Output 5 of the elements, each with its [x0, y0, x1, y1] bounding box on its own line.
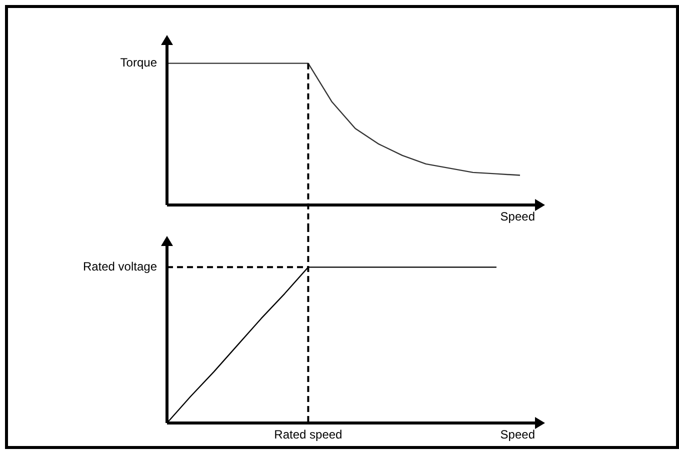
x-axis-title: Speed [500, 209, 535, 224]
y-axis-title: Torque [120, 56, 158, 70]
y-axis-title: Rated voltage [82, 259, 158, 274]
text: Rated speed [274, 427, 342, 442]
x-axis-title: Speed [500, 427, 535, 442]
